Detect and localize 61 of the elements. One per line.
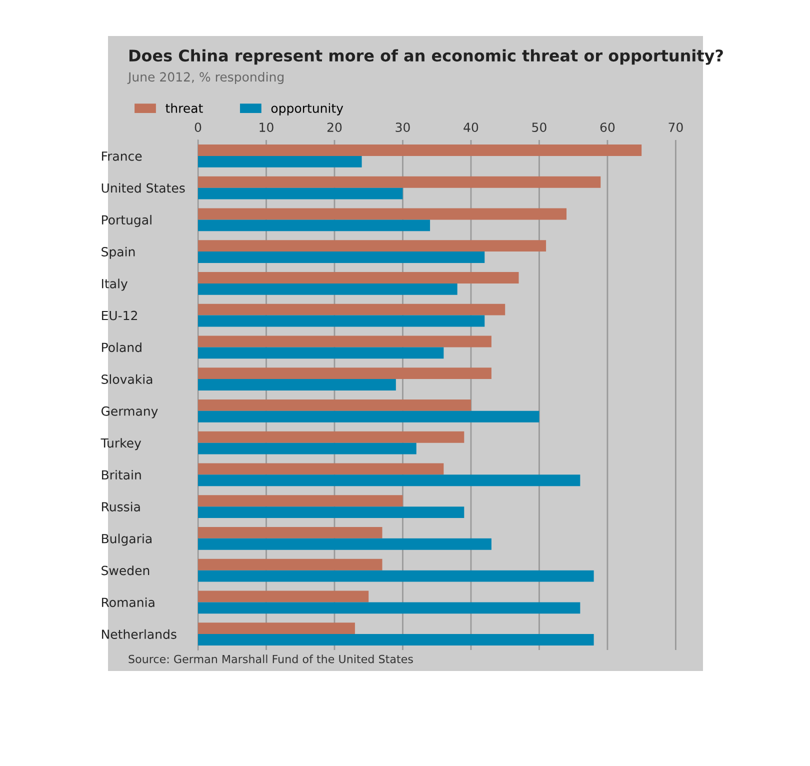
legend-label: opportunity [271, 103, 344, 116]
bar [198, 431, 464, 443]
y-tick-label: Sweden [102, 566, 150, 576]
bar [198, 304, 506, 316]
y-tick-label: Russia [102, 502, 140, 512]
y-tick-label: Turkey [100, 438, 142, 450]
bar [198, 622, 355, 634]
bar [198, 602, 580, 614]
y-tick-label: Britain [102, 470, 141, 480]
bar [198, 570, 594, 582]
x-tick-label: 70 [668, 122, 683, 132]
bar [198, 347, 444, 359]
x-tick-label: 20 [327, 122, 342, 132]
bar [198, 463, 444, 475]
x-tick-label: 10 [260, 122, 274, 132]
source-note: Source: German Marshall Fund of the United States [128, 654, 413, 664]
bar [198, 590, 369, 602]
bar [198, 495, 403, 507]
bar [198, 188, 403, 200]
x-tick-label: 0 [194, 122, 202, 132]
bar [198, 399, 471, 411]
bar [198, 208, 567, 220]
bar [198, 176, 601, 188]
bar [198, 506, 464, 518]
bar [198, 220, 430, 232]
y-tick-label: Italy [102, 278, 128, 291]
y-tick-label: Bulgaria [102, 534, 152, 546]
bar [198, 410, 540, 422]
y-tick-label: Spain [102, 246, 135, 259]
y-tick-label: Romania [102, 597, 154, 608]
x-tick-label: 30 [396, 122, 410, 132]
bar [198, 538, 492, 550]
y-tick-label: Portugal [102, 214, 152, 228]
bar [198, 240, 546, 252]
x-tick-label: 40 [464, 122, 478, 132]
y-tick-label: Germany [101, 406, 158, 418]
bar [198, 156, 362, 168]
bar [198, 368, 492, 380]
bar [198, 315, 485, 327]
bar [198, 272, 519, 284]
legend-label: threat [166, 103, 203, 113]
x-tick-label: 60 [600, 122, 615, 132]
bar [198, 526, 382, 538]
y-tick-label: United States [102, 183, 185, 193]
bar [198, 379, 396, 391]
y-tick-label: EU-12 [102, 310, 137, 320]
y-tick-label: Poland [102, 342, 142, 352]
chart-title: Does China represent more of an economic threat or opportunity? [129, 49, 723, 65]
y-tick-label: Slovakia [102, 374, 152, 384]
x-tick-label: 50 [532, 122, 546, 132]
bar [198, 252, 485, 264]
y-tick-label: Netherlands [102, 629, 176, 639]
chart-subtitle: June 2012, % responding [127, 72, 284, 84]
bar [198, 336, 492, 348]
bar [198, 474, 580, 486]
bar [198, 283, 458, 295]
bar [198, 442, 416, 454]
bar [198, 558, 382, 570]
bar [198, 634, 594, 646]
bar [198, 144, 642, 156]
y-tick-label: France [102, 152, 142, 161]
